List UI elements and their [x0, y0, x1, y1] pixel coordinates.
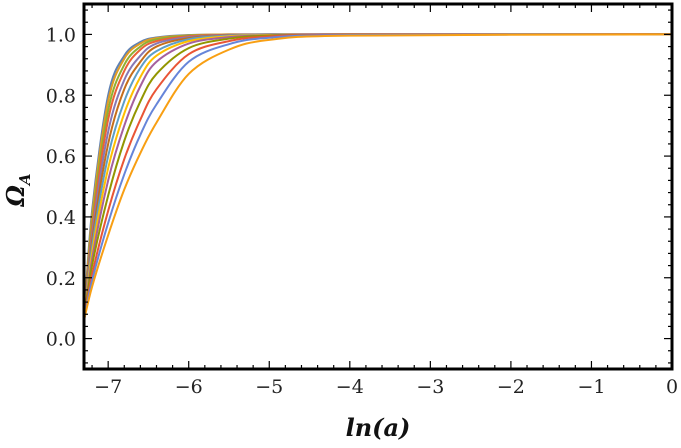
series-line-5 [83, 33, 672, 321]
x-tick-label: −2 [497, 376, 525, 398]
series-line-2 [83, 33, 672, 321]
y-axis-label-sub: A [16, 173, 34, 187]
x-tick-label: 0 [666, 376, 678, 398]
series-line-3 [83, 33, 672, 321]
axis-ticks [84, 4, 673, 369]
y-axis-label: ΩA [1, 173, 34, 207]
y-tick-label: 0.6 [46, 146, 76, 168]
series-line-8 [83, 33, 673, 321]
plot-lines [83, 33, 673, 321]
y-tick-label: 0.2 [46, 268, 76, 290]
plot-frame [82, 2, 674, 371]
x-tick-label: −5 [255, 376, 283, 398]
x-tick-label: −4 [336, 376, 364, 398]
y-tick-label: 0.0 [46, 329, 76, 351]
series-line-13 [83, 33, 673, 321]
y-tick-label: 0.4 [46, 207, 76, 229]
x-tick-label: −1 [577, 376, 605, 398]
y-tick-label: 1.0 [46, 24, 76, 46]
series-line-11 [83, 33, 673, 321]
series-line-4 [83, 33, 672, 321]
x-tick-label: −6 [175, 376, 203, 398]
y-axis-label-main: Ω [1, 185, 30, 208]
x-tick-label: −3 [416, 376, 444, 398]
series-line-1 [83, 33, 672, 321]
series-line-7 [83, 33, 673, 321]
series-line-6 [83, 33, 673, 321]
y-tick-label: 0.8 [46, 85, 76, 107]
series-line-9 [83, 33, 673, 321]
x-tick-label: −7 [94, 376, 122, 398]
axis-tick-labels: −7 −6 −5 −4 −3 −2 −1 0 0.0 0.2 0.4 0.6 0.8 1.0 [46, 24, 678, 398]
series-line-12 [83, 33, 673, 321]
x-axis-label: ln(a) [346, 413, 411, 442]
series-line-10 [83, 33, 673, 321]
